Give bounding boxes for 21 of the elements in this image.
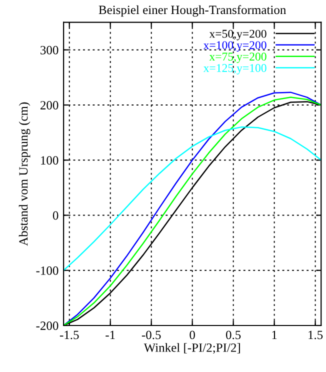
- legend-label: x=125,y=100: [203, 64, 266, 74]
- y-tick-label: 0: [52, 211, 58, 220]
- chart-title: Beispiel einer Hough-Transformation: [98, 5, 286, 17]
- x-tick-label: -0.5: [142, 330, 161, 340]
- x-axis-title: Winkel [-PI/2;PI/2]: [144, 343, 240, 354]
- x-tick-label: 0: [190, 330, 195, 340]
- y-axis-title: Abstand vom Ursprung (cm): [18, 102, 30, 246]
- x-tick-label: 1: [272, 330, 277, 340]
- y-tick-label: 300: [40, 46, 58, 54]
- legend-label: x=50,y=200: [209, 30, 266, 40]
- legend-label: x=75,y=200: [209, 52, 266, 64]
- y-tick-label: -100: [36, 266, 58, 275]
- legend-label: x=100,y=200: [203, 41, 266, 52]
- y-tick-label: -200: [36, 322, 58, 330]
- x-tick-label: -1: [106, 330, 115, 340]
- x-tick-label: 0.5: [226, 330, 241, 340]
- x-tick-label: -1.5: [60, 330, 79, 340]
- x-tick-label: 1.5: [308, 330, 323, 340]
- line-series: [64, 126, 322, 271]
- y-tick-label: 200: [40, 101, 58, 110]
- y-tick-label: 100: [41, 156, 58, 165]
